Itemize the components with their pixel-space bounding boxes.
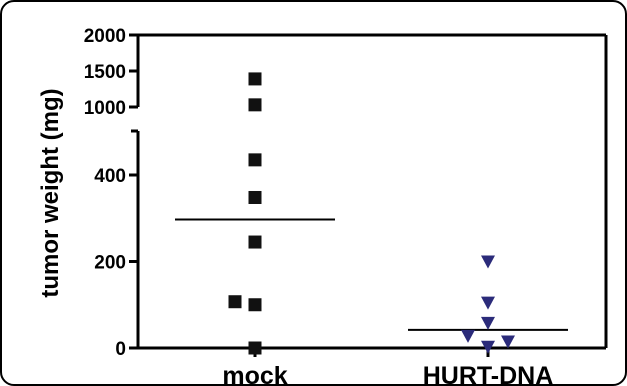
x-category-labels: mock HURT-DNA — [222, 362, 553, 386]
data-point-square — [248, 341, 262, 355]
data-point-triangle — [481, 340, 495, 354]
data-point-triangle — [481, 255, 495, 269]
data-point-square — [248, 298, 262, 312]
y-tick-label: 400 — [94, 166, 126, 187]
data-point-triangle — [481, 296, 495, 310]
data-point-square — [248, 153, 262, 167]
data-point-square — [248, 235, 262, 249]
y-tick-label: 200 — [94, 253, 126, 274]
data-point-square — [228, 295, 242, 309]
y-tick-label: 1000 — [84, 98, 126, 119]
y-tick-label: 2000 — [84, 26, 126, 47]
y-axis-title: tumor weight (mg) — [37, 88, 64, 297]
y-tick-label: 0 — [115, 339, 126, 360]
data-point-triangle — [461, 329, 475, 343]
y-ticks — [129, 33, 138, 350]
data-points — [228, 72, 515, 355]
data-point-square — [248, 98, 262, 112]
y-tick-label: 1500 — [84, 62, 126, 83]
y-tick-labels: 0 200 400 1000 1500 2000 — [84, 26, 126, 360]
mean-lines — [175, 218, 568, 331]
x-category-label: HURT-DNA — [423, 362, 554, 386]
x-category-label: mock — [222, 362, 287, 386]
data-point-square — [248, 72, 262, 86]
data-point-triangle — [481, 316, 495, 330]
data-point-triangle — [501, 335, 515, 349]
axes — [131, 33, 608, 350]
data-point-square — [248, 190, 262, 204]
